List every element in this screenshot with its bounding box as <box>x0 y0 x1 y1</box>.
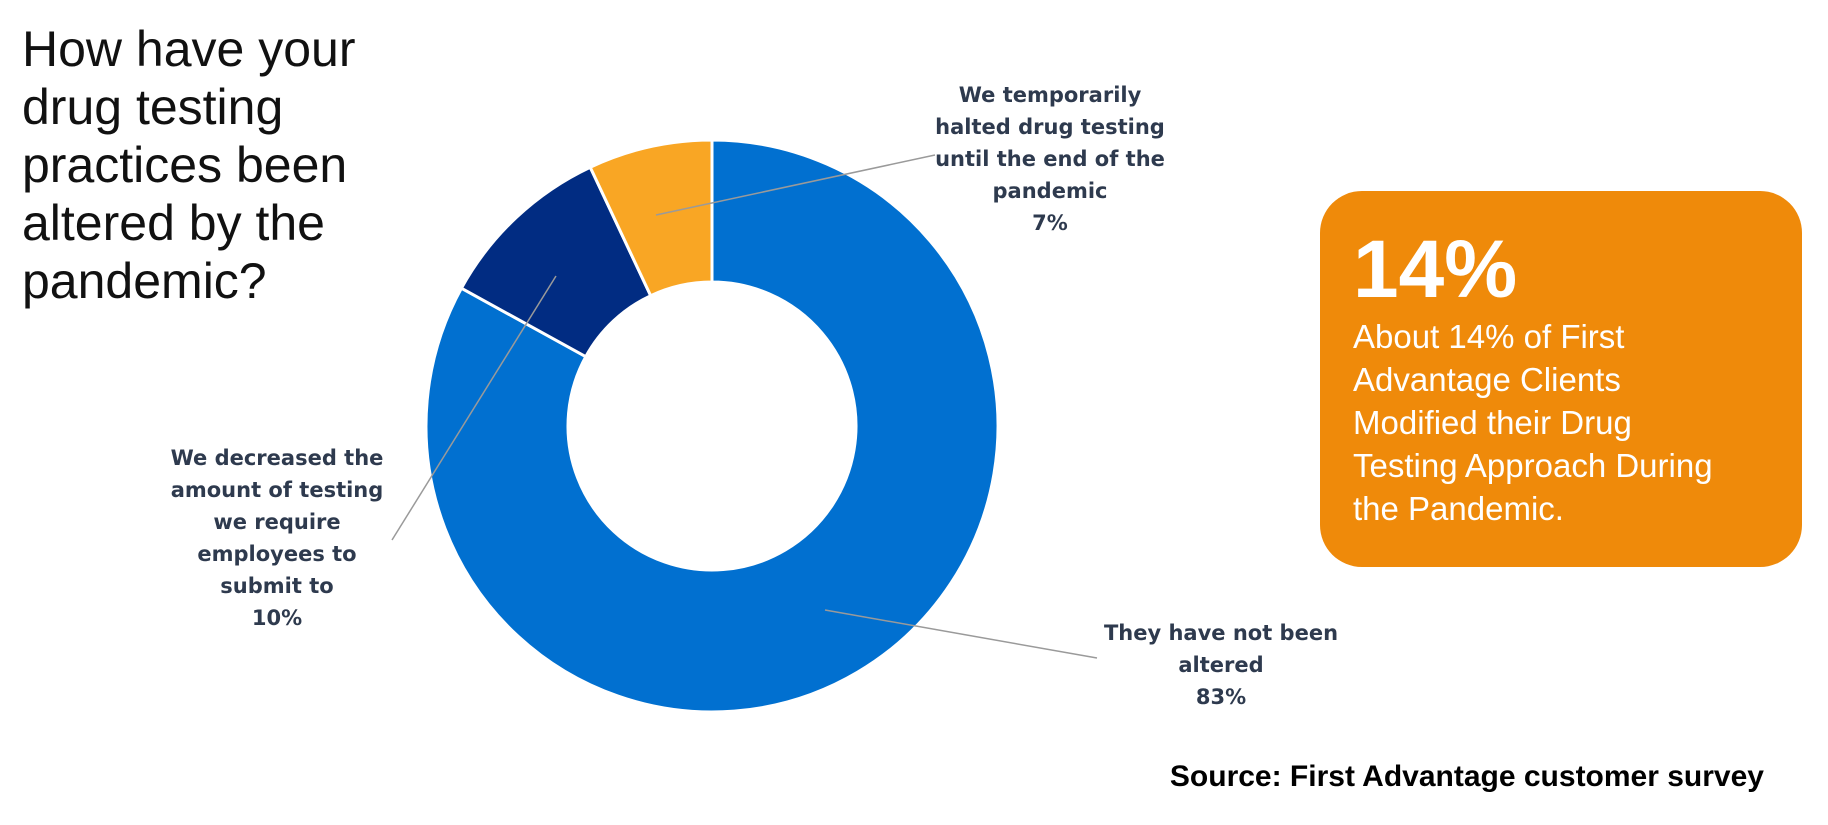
slice-label: They have not been altered 83% <box>1104 621 1338 709</box>
callout-line: About 14% of First <box>1353 318 1625 355</box>
slice-label-line: halted drug testing <box>935 115 1165 139</box>
callout-stat: 14% <box>1353 224 1518 315</box>
title-line: practices been <box>22 137 348 193</box>
slice-value-label: 10% <box>252 606 302 630</box>
slice-label-line: altered <box>1178 653 1263 677</box>
slice-label: We temporarily halted drug testing until t… <box>935 83 1165 235</box>
source-note: Source: First Advantage customer survey <box>1169 760 1764 793</box>
callout-text: About 14% of First Advantage Clients Mod… <box>1353 315 1768 530</box>
slice-label-line: submit to <box>220 574 333 598</box>
leader-line <box>824 609 1098 659</box>
slice-value-label: 7% <box>1032 211 1068 235</box>
callout-line: the Pandemic. <box>1353 490 1564 527</box>
slice-label-line: employees to <box>197 542 356 566</box>
donut-slice <box>588 138 714 298</box>
title-line: How have your <box>22 21 356 77</box>
page-title: How have your drug testing practices bee… <box>22 20 442 310</box>
slice-value-label: 83% <box>1196 685 1246 709</box>
slice-label-line: We temporarily <box>959 83 1142 107</box>
leader-line <box>391 275 557 541</box>
callout-line: Modified their Drug <box>1353 404 1632 441</box>
callout-line: Testing Approach During <box>1353 447 1713 484</box>
slice-label-line: We decreased the <box>171 446 384 470</box>
slice-label-line: until the end of the <box>935 147 1165 171</box>
slice-label-line: They have not been <box>1104 621 1338 645</box>
slice-label: We decreased the amount of testing we requ… <box>171 446 384 630</box>
title-line: drug testing <box>22 79 284 135</box>
callout-box: 14% About 14% of First Advantage Clients… <box>1320 191 1802 567</box>
leader-line <box>655 154 936 216</box>
slice-label-line: we require <box>213 510 340 534</box>
donut-slice <box>424 138 1000 714</box>
slice-label-line: pandemic <box>993 179 1108 203</box>
slice-label-line: amount of testing <box>171 478 384 502</box>
callout-line: Advantage Clients <box>1353 361 1621 398</box>
title-line: altered by the <box>22 195 325 251</box>
title-line: pandemic? <box>22 253 267 309</box>
